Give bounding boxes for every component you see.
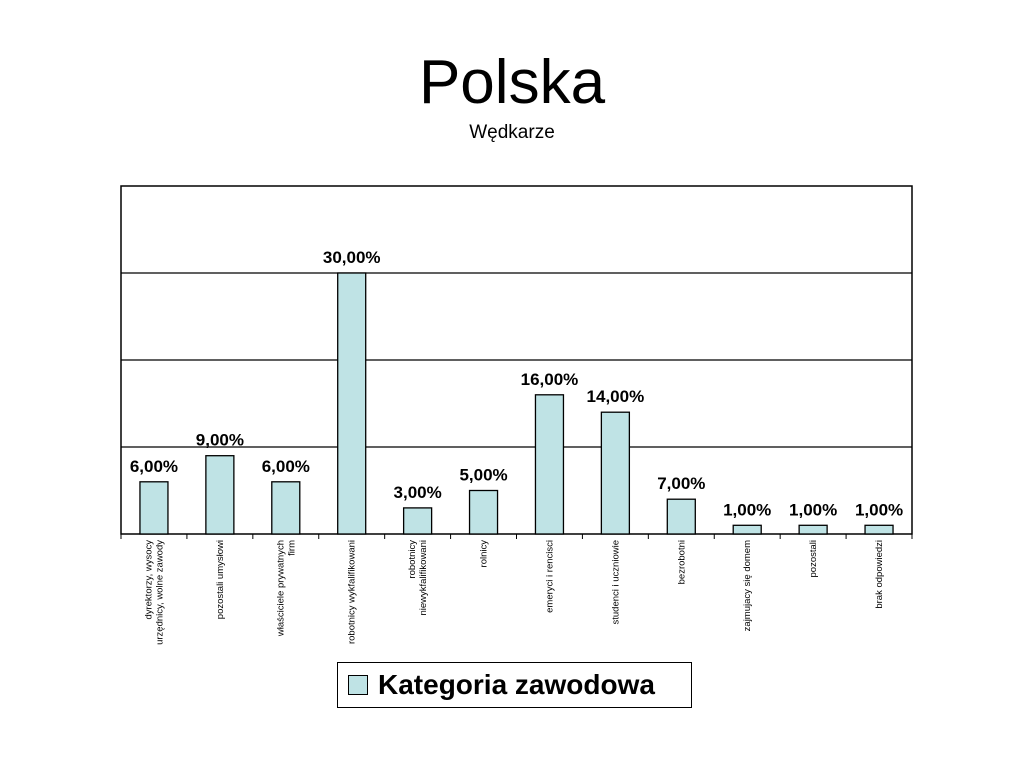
- data-label: 14,00%: [587, 387, 645, 406]
- bar: [271, 481, 301, 535]
- bar: [666, 498, 696, 535]
- category-label: pozostali: [808, 540, 819, 578]
- category-label: dyrektorzy, wysocyurzędnicy, wolne zawod…: [143, 540, 165, 645]
- category-label: robotnicyniewykfalifikowani: [407, 540, 429, 616]
- bar: [534, 394, 565, 535]
- category-label: rolnicy: [479, 540, 490, 568]
- data-label: 6,00%: [130, 457, 178, 476]
- category-label: bezrobotni: [676, 540, 687, 584]
- data-label: 1,00%: [723, 500, 771, 519]
- data-label: 1,00%: [789, 500, 837, 519]
- chart-subtitle: Wędkarze: [469, 122, 555, 143]
- data-label: 7,00%: [657, 474, 705, 493]
- bar: [732, 524, 762, 535]
- data-label: 16,00%: [521, 370, 579, 389]
- category-label: emeryci i rencisci: [544, 540, 555, 613]
- chart-title: Polska: [418, 48, 606, 117]
- bar: [468, 489, 499, 535]
- data-label: 6,00%: [262, 457, 310, 476]
- category-label: pozostali umysłowi: [215, 540, 226, 619]
- legend: Kategoria zawodowa: [337, 662, 692, 708]
- data-label: 1,00%: [855, 500, 903, 519]
- data-label: 30,00%: [323, 248, 381, 267]
- category-label: robotnicy wykfalifikowani: [347, 540, 358, 644]
- bar: [798, 524, 828, 535]
- category-label: brak odpowiedzi: [874, 540, 885, 609]
- category-label: zajmujacy się domem: [742, 540, 753, 631]
- category-label: właściciele prywatnychfirm: [275, 540, 297, 637]
- bar: [864, 524, 894, 535]
- data-label: 5,00%: [459, 466, 507, 485]
- legend-label: Kategoria zawodowa: [378, 669, 655, 700]
- bar: [205, 455, 235, 535]
- bar: [600, 411, 631, 535]
- category-label: studenci i uczniowie: [610, 540, 621, 625]
- legend-swatch: [348, 675, 368, 695]
- bar: [402, 507, 433, 535]
- data-label: 9,00%: [196, 431, 244, 450]
- bar: [139, 481, 169, 535]
- data-label: 3,00%: [394, 483, 442, 502]
- bar: [337, 272, 367, 535]
